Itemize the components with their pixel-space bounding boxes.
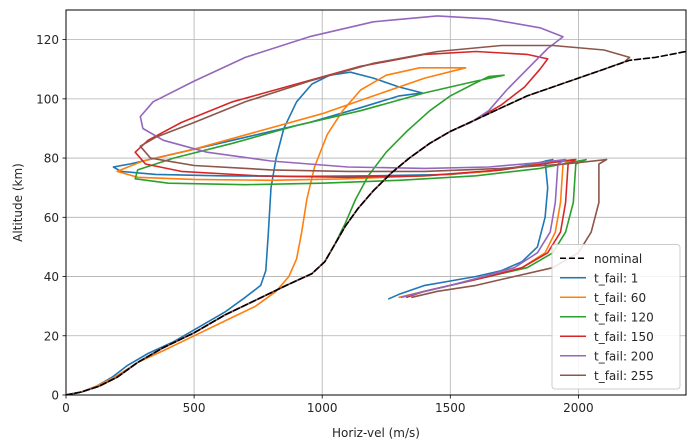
y-tick-label: 100 xyxy=(36,92,59,106)
series-line-t-fail-1 xyxy=(66,71,554,395)
x-tick-label: 1500 xyxy=(435,401,466,415)
y-axis-ticks: 0 20 40 60 80 100 120 xyxy=(36,33,66,403)
series-layer xyxy=(66,15,686,395)
x-tick-label: 2000 xyxy=(563,401,594,415)
legend-entry: t_fail: 150 xyxy=(594,330,654,344)
legend: nominal t_fail: 1 t_fail: 60 t_fail: 120 t_f… xyxy=(551,244,681,390)
legend-entry: nominal xyxy=(594,252,642,266)
y-tick-label: 20 xyxy=(44,329,59,343)
legend-entry: t_fail: 120 xyxy=(594,310,654,324)
y-tick-label: 80 xyxy=(44,152,59,166)
legend-entry: t_fail: 255 xyxy=(594,369,654,383)
y-tick-label: 120 xyxy=(36,33,59,47)
legend-entry: t_fail: 200 xyxy=(594,349,654,363)
x-axis-ticks: 0 500 1000 1500 2000 xyxy=(62,395,594,415)
legend-box xyxy=(551,244,681,390)
x-tick-label: 500 xyxy=(183,401,206,415)
y-axis-label: Altitude (km) xyxy=(11,163,25,242)
x-tick-label: 1000 xyxy=(307,401,338,415)
legend-entry: t_fail: 1 xyxy=(594,271,638,285)
x-tick-label: 0 xyxy=(62,401,70,415)
series-line-t-fail-60 xyxy=(66,67,575,395)
x-axis-label: Horiz-vel (m/s) xyxy=(332,426,420,440)
y-tick-label: 60 xyxy=(44,211,59,225)
series-line-nominal xyxy=(66,50,686,395)
y-tick-label: 0 xyxy=(51,389,59,403)
y-tick-label: 40 xyxy=(44,270,59,284)
grid-lines xyxy=(65,10,686,396)
plot-frame xyxy=(65,9,687,396)
legend-entry: t_fail: 60 xyxy=(594,291,646,305)
